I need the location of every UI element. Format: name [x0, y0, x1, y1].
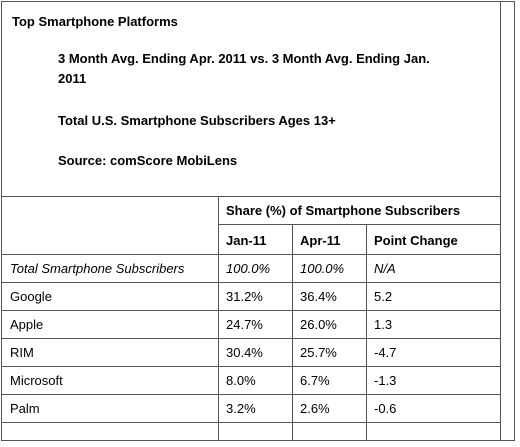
row-divider	[2, 338, 500, 339]
source-note: Source: comScore MobiLens	[58, 153, 238, 168]
cell-apr: 36.4%	[300, 289, 337, 304]
cell-apr: 6.7%	[300, 373, 330, 388]
column-header-jan: Jan-11	[226, 233, 267, 248]
row-label: Apple	[10, 317, 44, 332]
table-header-block: Top Smartphone Platforms 3 Month Avg. En…	[2, 2, 499, 196]
cell-jan: 3.2%	[226, 401, 256, 416]
right-margin-rule	[500, 1, 501, 441]
cell-change: 5.2	[374, 289, 393, 304]
rule-under-column-headers	[2, 254, 500, 255]
row-divider	[2, 366, 500, 367]
row-label: RIM	[10, 345, 34, 360]
cell-change: 1.3	[374, 317, 393, 332]
group-header: Share (%) of Smartphone Subscribers	[226, 203, 461, 218]
row-divider	[2, 310, 500, 311]
cell-change: N/A	[374, 261, 396, 276]
cell-apr: 26.0%	[300, 317, 337, 332]
population-subtitle: Total U.S. Smartphone Subscribers Ages 1…	[58, 113, 336, 128]
cell-jan: 8.0%	[226, 373, 256, 388]
cell-change: -0.6	[374, 401, 397, 416]
rule-under-group-header	[218, 224, 500, 225]
cell-change: -1.3	[374, 373, 397, 388]
cell-jan: 30.4%	[226, 345, 263, 360]
cell-jan: 31.2%	[226, 289, 263, 304]
cell-jan: 24.7%	[226, 317, 263, 332]
column-divider	[366, 224, 367, 441]
cell-apr: 25.7%	[300, 345, 337, 360]
table-frame	[1, 1, 515, 441]
row-label: Microsoft	[10, 373, 63, 388]
cell-change: -4.7	[374, 345, 397, 360]
cell-jan: 100.0%	[226, 261, 271, 276]
row-divider	[2, 282, 500, 283]
column-divider	[292, 224, 293, 441]
column-divider	[218, 196, 219, 441]
period-subtitle: 3 Month Avg. Ending Apr. 2011 vs. 3 Mont…	[58, 51, 430, 86]
cell-apr: 100.0%	[300, 261, 345, 276]
cell-apr: 2.6%	[300, 401, 330, 416]
row-label: Total Smartphone Subscribers	[10, 261, 185, 276]
table-title: Top Smartphone Platforms	[12, 14, 178, 29]
rule-under-header	[2, 196, 500, 197]
column-header-apr: Apr-11	[300, 233, 341, 248]
row-label: Palm	[10, 401, 40, 416]
row-divider	[2, 422, 500, 423]
row-label: Google	[10, 289, 52, 304]
row-divider	[2, 394, 500, 395]
column-header-change: Point Change	[374, 233, 458, 248]
